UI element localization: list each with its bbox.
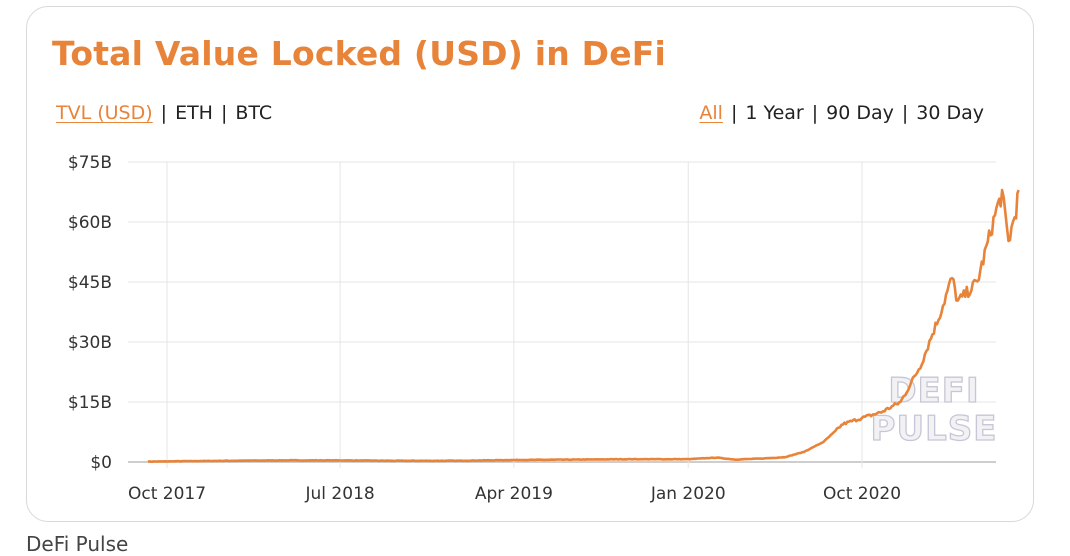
range-option-all[interactable]: All xyxy=(699,102,723,124)
range-separator: | xyxy=(811,102,819,124)
y-tick-label: $75B xyxy=(68,153,112,173)
range-option-1-year[interactable]: 1 Year xyxy=(745,102,804,124)
unit-option-btc[interactable]: BTC xyxy=(235,102,273,124)
range-separator: | xyxy=(730,102,738,124)
y-tick-label: $60B xyxy=(68,213,112,233)
range-option-30-day[interactable]: 30 Day xyxy=(916,102,984,124)
y-axis-labels: $0 $15B $30B $45B $60B $75B xyxy=(68,153,112,473)
unit-separator: | xyxy=(160,102,168,124)
watermark-line-2: PULSE xyxy=(871,409,998,449)
y-tick-label: $30B xyxy=(68,333,112,353)
y-tick-label: $0 xyxy=(90,453,112,473)
unit-option-eth[interactable]: ETH xyxy=(175,102,213,124)
y-tick-label: $45B xyxy=(68,273,112,293)
range-toggle: All | 1 Year | 90 Day | 30 Day xyxy=(699,102,984,124)
unit-toggle: TVL (USD) | ETH | BTC xyxy=(56,102,272,124)
chart-title: Total Value Locked (USD) in DeFi xyxy=(52,34,667,73)
chart-grid xyxy=(128,161,996,468)
x-tick-label: Jan 2020 xyxy=(650,484,726,504)
footer-brand: DeFi Pulse xyxy=(26,532,129,556)
x-tick-label: Oct 2020 xyxy=(823,484,901,504)
chart-card xyxy=(26,6,1034,522)
tvl-line-chart: DEFI PULSE $0 $15B $30B $45B $60B $75B Oct 20… xyxy=(68,153,1020,504)
tvl-series-line xyxy=(147,188,1020,464)
y-tick-label: $15B xyxy=(68,393,112,413)
unit-option-tvl-usd[interactable]: TVL (USD) xyxy=(56,102,153,124)
x-axis-labels: Oct 2017 Jul 2018 Apr 2019 Jan 2020 Oct 2020 xyxy=(128,484,901,504)
x-tick-label: Jul 2018 xyxy=(305,484,375,504)
watermark-line-1: DEFI xyxy=(888,371,979,411)
range-option-90-day[interactable]: 90 Day xyxy=(826,102,894,124)
defi-pulse-watermark: DEFI PULSE xyxy=(870,370,998,449)
range-separator: | xyxy=(901,102,909,124)
x-tick-label: Apr 2019 xyxy=(475,484,553,504)
unit-separator: | xyxy=(220,102,228,124)
x-tick-label: Oct 2017 xyxy=(128,484,206,504)
